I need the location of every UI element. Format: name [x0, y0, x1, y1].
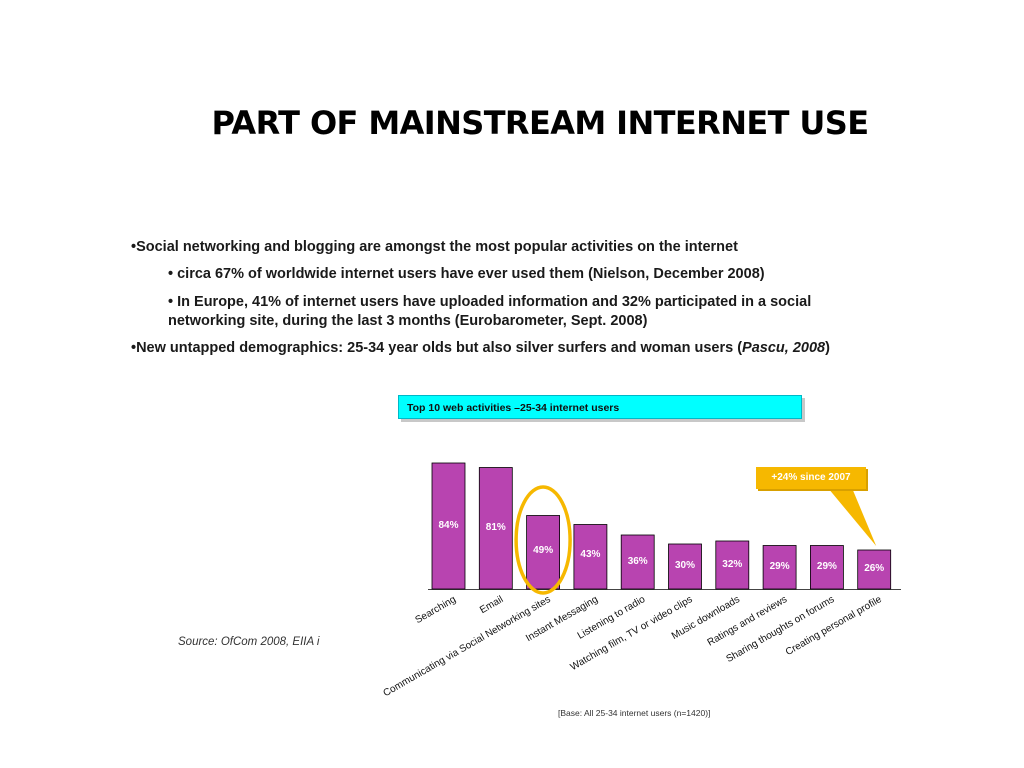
bullet-social-networking: •Social networking and blogging are amon…: [131, 239, 738, 255]
bar-value-label-8: 29%: [817, 561, 837, 572]
bullet-demographics: •New untapped demographics: 25-34 year o…: [131, 339, 830, 357]
bar-9: [857, 549, 892, 590]
callout-layer: [514, 485, 877, 595]
bar-value-label-7: 29%: [770, 561, 790, 572]
bar-value-label-3: 43%: [580, 549, 600, 560]
bar-1: [478, 467, 513, 590]
chart-title: Top 10 web activities –25-34 internet us…: [398, 395, 802, 419]
bar-4: [620, 534, 655, 590]
bar-value-label-2: 49%: [533, 545, 553, 556]
callout-pointer: [828, 488, 877, 546]
bar-value-label-1: 81%: [486, 522, 506, 533]
bar-value-label-6: 32%: [722, 559, 742, 570]
bullet-worldwide-usage: • circa 67% of worldwide internet users …: [168, 266, 765, 282]
base-note: [Base: All 25-34 internet users (n=1420)…: [558, 708, 711, 718]
category-label-1: Email: [478, 594, 505, 616]
category-label-2: Communicating via Social Networking site…: [382, 594, 553, 699]
bar-0: [431, 462, 466, 590]
bar-value-label-9: 26%: [864, 563, 884, 574]
bar-6: [715, 540, 750, 590]
bullet-europe-line2: networking site, during the last 3 month…: [168, 313, 648, 329]
bullet-demographics-end: ): [825, 340, 830, 356]
category-label-0: Searching: [414, 594, 458, 626]
bar-7: [762, 545, 797, 590]
highlight-circle: [514, 485, 572, 595]
bullet-europe-line1: • In Europe, 41% of internet users have …: [168, 294, 812, 310]
bullet-demographics-cite: Pascu, 2008: [742, 340, 826, 356]
bar-value-label-0: 84%: [438, 520, 458, 531]
bar-value-label-5: 30%: [675, 560, 695, 571]
bar-5: [668, 543, 702, 590]
bar-3: [573, 524, 608, 590]
bar-2: [526, 515, 560, 590]
bar-8: [810, 545, 844, 590]
category-label-7: Ratings and reviews: [706, 594, 789, 649]
bar-value-label-4: 36%: [628, 556, 648, 567]
bars-layer: 84% 81% 49% 43% 36% 30% 32% 29% 29% 26%: [428, 462, 901, 590]
callout-growth-badge: +24% since 2007: [756, 467, 866, 489]
bullet-demographics-text: •New untapped demographics: 25-34 year o…: [131, 340, 743, 356]
source-note: Source: OfCom 2008, EIIA i: [178, 636, 320, 648]
slide-title: PART OF MAINSTREAM INTERNET USE: [211, 104, 870, 142]
